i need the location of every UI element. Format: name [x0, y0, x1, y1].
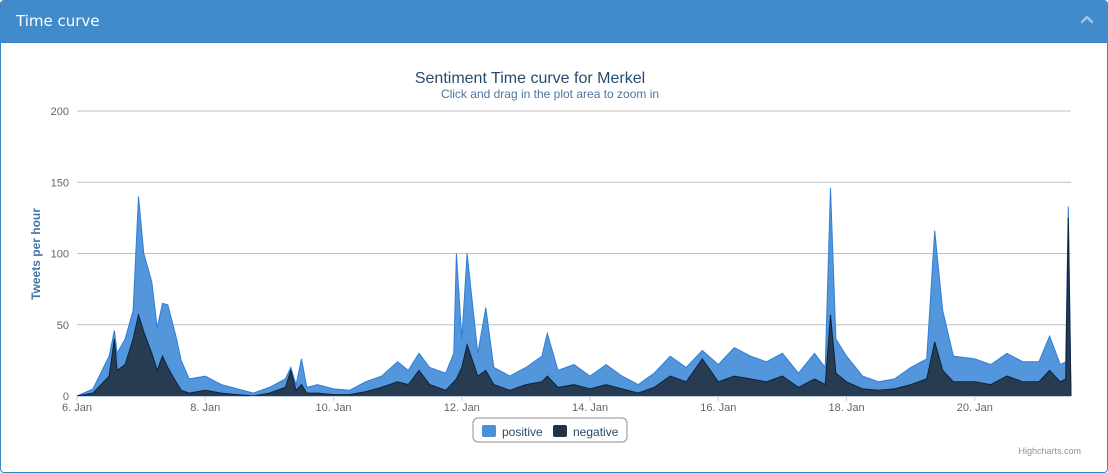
- chart-title: Sentiment Time curve for Merkel: [415, 70, 645, 87]
- y-axis-title: Tweets per hour: [29, 208, 43, 300]
- x-tick-label-0: 6. Jan: [62, 402, 92, 414]
- x-tick-label-3: 12. Jan: [444, 402, 480, 414]
- chevron-up-icon[interactable]: [1079, 11, 1095, 27]
- legend-swatch-positive: [482, 425, 496, 437]
- credits-link[interactable]: Highcharts.com: [1018, 446, 1081, 456]
- x-tick-label-6: 18. Jan: [829, 402, 865, 414]
- legend-swatch-negative: [553, 425, 567, 437]
- y-axis-tick-labels: 0 50 100 150 200: [51, 106, 69, 403]
- legend-label-positive: positive: [502, 425, 543, 439]
- x-tick-label-7: 20. Jan: [957, 402, 993, 414]
- x-tick-label-4: 14. Jan: [572, 402, 608, 414]
- grid-lines: [77, 110, 1071, 326]
- y-tick-label-0: 0: [63, 391, 69, 403]
- x-tick-label-2: 10. Jan: [315, 402, 351, 414]
- series-line-negative: [76, 217, 1072, 397]
- sentiment-chart[interactable]: Sentiment Time curve for Merkel Click an…: [1, 43, 1107, 472]
- panel-header: Time curve: [1, 1, 1107, 43]
- legend-item-positive[interactable]: positive: [482, 425, 543, 439]
- y-tick-label-200: 200: [51, 106, 69, 118]
- plot-area[interactable]: [76, 187, 1072, 397]
- legend-item-negative[interactable]: negative: [553, 425, 619, 439]
- legend-box: [472, 417, 628, 443]
- chart-container[interactable]: Sentiment Time curve for Merkel Click an…: [1, 43, 1107, 472]
- y-tick-label-150: 150: [51, 177, 69, 189]
- series-line-positive: [76, 187, 1072, 397]
- x-tick-label-1: 8. Jan: [190, 402, 220, 414]
- y-tick-label-50: 50: [57, 320, 69, 332]
- legend: positive negative: [472, 417, 628, 443]
- x-axis-tick-labels: 6. Jan 8. Jan 10. Jan 12. Jan 14. Jan 16. Jan…: [62, 396, 993, 414]
- series-area-positive[interactable]: [77, 188, 1071, 396]
- legend-label-negative: negative: [573, 425, 619, 439]
- x-tick-label-5: 16. Jan: [700, 402, 736, 414]
- chart-subtitle: Click and drag in the plot area to zoom …: [441, 87, 659, 101]
- panel-title: Time curve: [16, 12, 100, 30]
- y-tick-label-100: 100: [51, 249, 69, 261]
